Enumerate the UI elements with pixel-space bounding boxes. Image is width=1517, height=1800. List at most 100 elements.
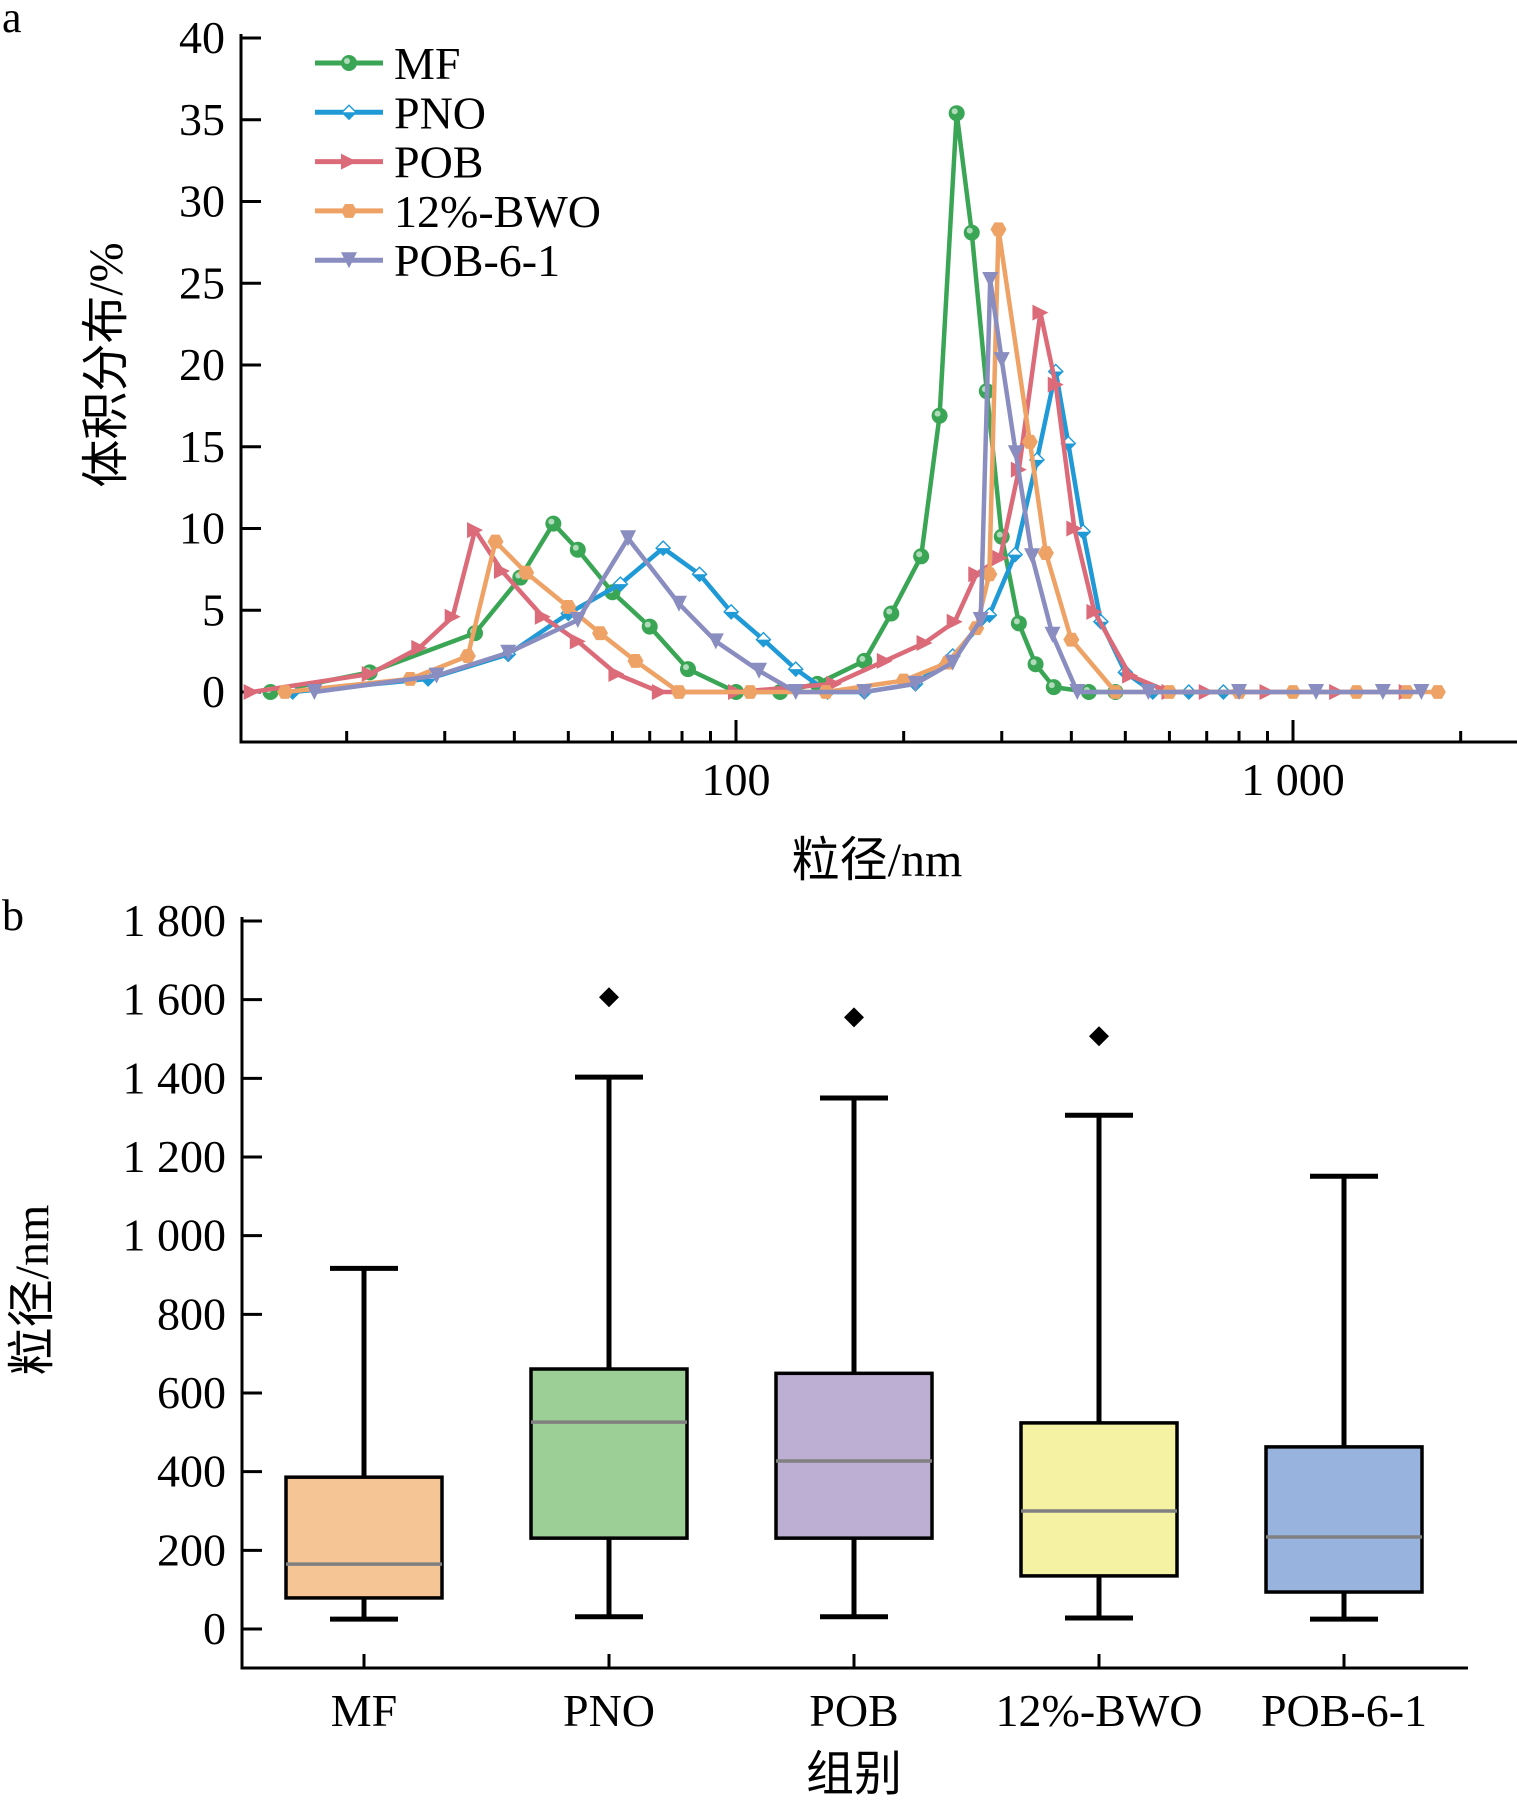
marker-highlight [572, 544, 579, 551]
data-point [569, 633, 586, 650]
panel-b-label: b [2, 891, 24, 940]
data-point [500, 644, 517, 661]
box-pob-6-1 [1264, 1173, 1424, 1622]
data-point [620, 530, 637, 547]
y-tick-label: 20 [179, 339, 225, 390]
data-point [944, 654, 961, 671]
box-pno [529, 987, 689, 1620]
y-tick-label: 600 [157, 1367, 226, 1418]
marker-highlight [757, 633, 770, 640]
marker-highlight [1030, 659, 1037, 666]
marker-highlight [644, 621, 651, 628]
x-tick-label: 1 000 [1241, 754, 1345, 805]
y-tick-label: 10 [179, 503, 225, 554]
data-point [1429, 685, 1446, 699]
data-point [876, 652, 893, 669]
box-iqr [284, 1475, 444, 1600]
marker-highlight [996, 531, 1003, 538]
data-point [990, 222, 1007, 237]
box-iqr [1264, 1445, 1424, 1594]
marker-highlight [614, 578, 627, 585]
data-point [444, 608, 461, 625]
data-point [992, 549, 1009, 566]
x-tick-label: POB [809, 1685, 898, 1736]
data-point [428, 667, 445, 684]
panel-a-series [243, 105, 1446, 700]
data-point [982, 271, 999, 288]
outlier-point [599, 987, 619, 1008]
box-pob [774, 1007, 934, 1620]
data-point [1413, 684, 1430, 700]
y-tick-label: 0 [202, 666, 225, 717]
data-point [907, 675, 924, 692]
data-point [1086, 603, 1103, 620]
legend-marker [341, 252, 357, 269]
data-point [518, 565, 535, 580]
marker-highlight [344, 58, 350, 64]
panel-a-x-ticks: 100 1 000 [345, 720, 1463, 805]
marker-highlight [886, 608, 893, 615]
marker-highlight [1009, 548, 1022, 555]
y-tick-label: 0 [203, 1603, 226, 1654]
legend-item: PNO [315, 87, 486, 138]
marker-highlight [859, 655, 866, 662]
y-axis-title: 粒径/nm [6, 1205, 59, 1376]
y-tick-label: 1 000 [123, 1210, 227, 1261]
data-point [361, 666, 378, 683]
y-tick-label: 800 [157, 1288, 226, 1339]
data-point [1374, 684, 1391, 700]
data-point [1021, 434, 1038, 449]
marker-highlight [657, 542, 670, 549]
x-axis-title: 组别 [806, 1748, 902, 1800]
marker-highlight [951, 108, 958, 115]
series-pob-6-1 [306, 271, 1430, 700]
legend-label: POB-6-1 [394, 235, 560, 286]
data-point [1066, 520, 1083, 537]
data-point [1047, 376, 1064, 393]
legend-label: POB [394, 137, 483, 188]
box-iqr [774, 1371, 934, 1540]
data-point [493, 563, 510, 580]
marker-highlight [966, 227, 973, 234]
x-tick-label: 12%-BWO [996, 1685, 1203, 1736]
data-point [411, 639, 428, 656]
x-tick-label: PNO [563, 1685, 655, 1736]
marker-highlight [343, 106, 355, 113]
panel-a-label: a [2, 0, 22, 42]
data-point [534, 608, 551, 625]
x-tick-label: POB-6-1 [1261, 1685, 1427, 1736]
data-point [243, 684, 260, 700]
data-point [487, 534, 504, 549]
marker-highlight [789, 663, 802, 670]
legend-marker [341, 153, 357, 170]
data-point [1007, 445, 1024, 462]
panel-b-y-ticks: 0 200 400 600 800 1 000 1 200 1 400 1 600 1 800 [123, 895, 262, 1654]
marker-highlight [1048, 682, 1055, 689]
data-point [608, 666, 625, 683]
legend-item: POB [315, 137, 483, 188]
legend-item: POB-6-1 [315, 235, 560, 286]
y-tick-label: 1 600 [123, 974, 227, 1025]
box-12-bwo [1019, 1026, 1179, 1621]
data-point [277, 685, 294, 699]
x-tick-label: MF [331, 1685, 397, 1736]
marker-highlight [934, 410, 941, 417]
marker-highlight [725, 605, 738, 612]
y-tick-label: 1 800 [123, 895, 227, 946]
legend-label: MF [394, 38, 460, 89]
data-point [946, 613, 963, 630]
series-12-bwo [277, 222, 1446, 699]
series-line [251, 310, 1407, 695]
data-point [1140, 684, 1157, 700]
data-point [993, 352, 1010, 369]
data-point [1122, 667, 1139, 684]
series-pob [243, 304, 1415, 700]
panel-b-boxes [284, 987, 1424, 1622]
data-point [560, 600, 577, 614]
outlier-point [1089, 1026, 1109, 1047]
y-tick-label: 35 [179, 94, 225, 145]
box-iqr [1019, 1421, 1179, 1578]
box-iqr [529, 1367, 689, 1540]
